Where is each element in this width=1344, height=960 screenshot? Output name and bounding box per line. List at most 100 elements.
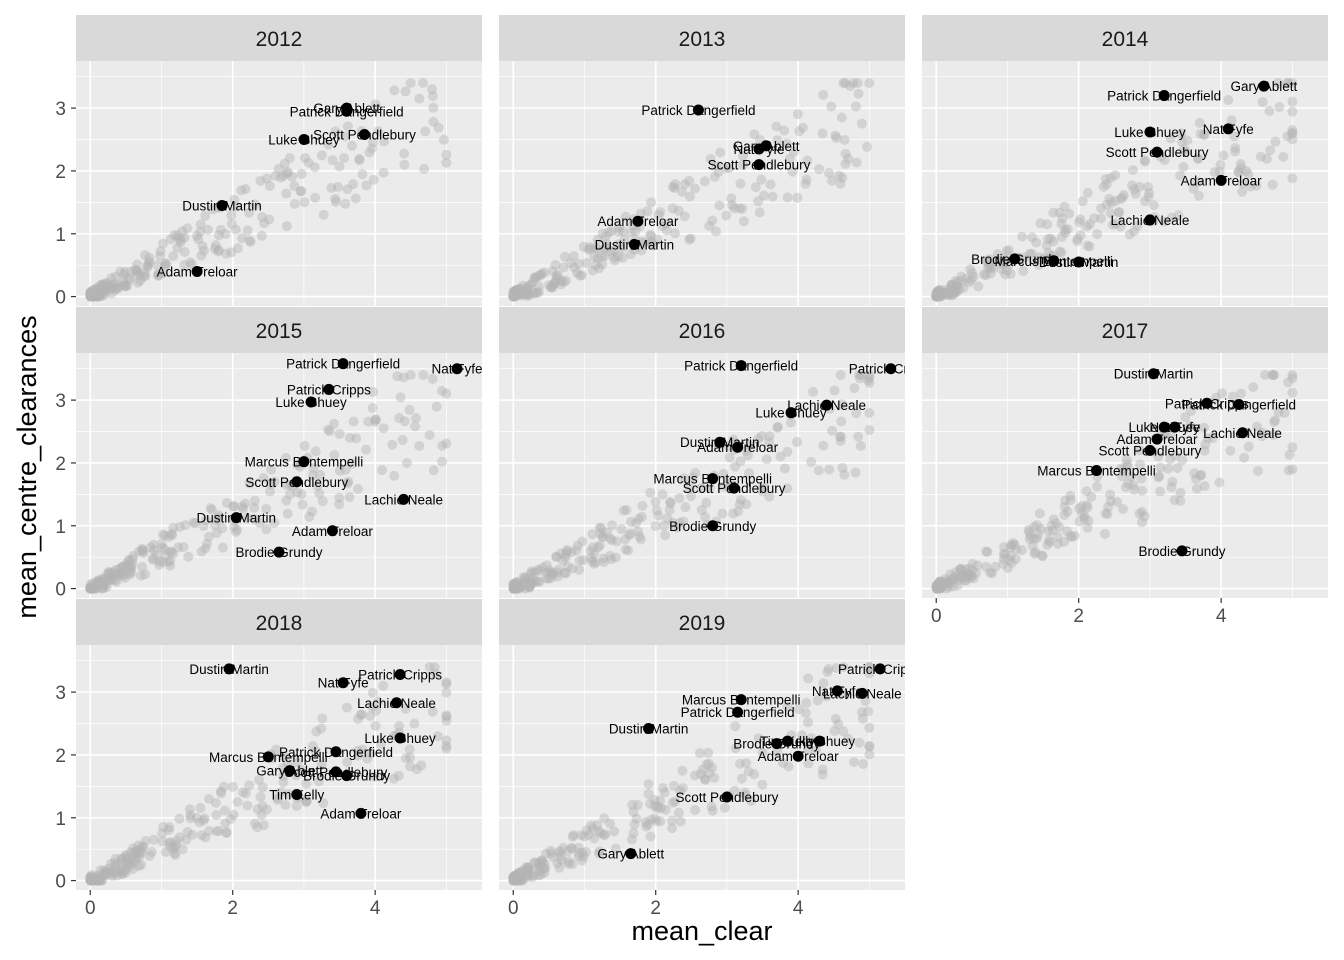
background-point <box>334 428 345 439</box>
background-point <box>211 826 222 837</box>
background-point <box>281 221 292 232</box>
background-point <box>669 182 680 193</box>
highlight-point <box>451 363 463 375</box>
background-point <box>245 237 256 248</box>
background-point <box>366 143 377 154</box>
highlight-point <box>885 363 897 375</box>
background-point <box>1002 563 1013 574</box>
background-point <box>334 465 345 476</box>
background-point <box>689 183 700 194</box>
background-point <box>106 281 117 292</box>
background-point <box>124 555 135 566</box>
background-point <box>420 126 431 137</box>
background-point <box>110 575 121 586</box>
background-point <box>1153 472 1164 483</box>
background-point <box>960 572 971 583</box>
background-point <box>1115 194 1126 205</box>
background-point <box>282 166 293 177</box>
background-point <box>334 492 345 503</box>
x-tick-label: 0 <box>85 898 96 919</box>
background-point <box>508 583 519 594</box>
background-point <box>430 668 441 679</box>
background-point <box>85 873 96 884</box>
background-point <box>966 571 977 582</box>
background-point <box>949 287 960 298</box>
background-point <box>512 875 523 886</box>
background-point <box>441 735 452 746</box>
background-point <box>1226 115 1237 126</box>
background-point <box>613 239 624 250</box>
background-point <box>598 830 609 841</box>
background-point <box>1287 128 1298 139</box>
highlight-point <box>1233 399 1245 411</box>
background-point <box>271 744 282 755</box>
background-point <box>1006 557 1017 568</box>
background-point <box>1196 469 1207 480</box>
background-point <box>535 269 546 280</box>
background-point <box>665 496 676 507</box>
background-point <box>522 864 533 875</box>
background-point <box>530 857 541 868</box>
background-point <box>560 275 571 286</box>
background-point <box>514 289 525 300</box>
background-point <box>808 386 819 397</box>
highlight-point <box>632 215 644 227</box>
background-point <box>758 483 769 494</box>
background-point <box>1086 491 1097 502</box>
background-point <box>605 533 616 544</box>
background-point <box>1054 207 1065 218</box>
background-point <box>931 288 942 299</box>
background-point <box>404 404 415 415</box>
background-point <box>738 150 749 161</box>
background-point <box>704 482 715 493</box>
background-point <box>401 457 412 468</box>
background-point <box>206 504 217 515</box>
background-point <box>586 555 597 566</box>
background-point <box>244 235 255 246</box>
background-point <box>193 234 204 245</box>
background-point <box>229 522 240 533</box>
background-point <box>1074 217 1085 228</box>
background-point <box>544 565 555 576</box>
background-point <box>196 830 207 841</box>
background-point <box>616 243 627 254</box>
background-point <box>606 246 617 257</box>
background-point <box>742 450 753 461</box>
background-point <box>196 546 207 557</box>
background-point <box>706 801 717 812</box>
background-point <box>323 424 334 435</box>
x-tick-label: 2 <box>1073 606 1084 627</box>
background-point <box>112 870 123 881</box>
background-point <box>516 582 527 593</box>
background-point <box>981 561 992 572</box>
background-point <box>669 228 680 239</box>
background-point <box>659 520 670 531</box>
background-point <box>1130 189 1141 200</box>
point-label: Lachie Neale <box>357 696 436 711</box>
y-tick-label: 1 <box>55 225 66 246</box>
background-point <box>835 178 846 189</box>
background-point <box>1175 170 1186 181</box>
background-point <box>153 270 164 281</box>
background-point <box>1096 213 1107 224</box>
background-point <box>107 574 118 585</box>
background-point <box>1279 407 1290 418</box>
point-label: Luke Shuey <box>755 406 827 421</box>
background-point <box>91 291 102 302</box>
background-point <box>176 234 187 245</box>
background-point <box>1134 445 1145 456</box>
background-point <box>1178 161 1189 172</box>
background-point <box>96 279 107 290</box>
background-point <box>1284 449 1295 460</box>
background-point <box>1024 527 1035 538</box>
background-point <box>318 798 329 809</box>
background-point <box>597 228 608 239</box>
background-point <box>813 465 824 476</box>
background-point <box>91 875 102 886</box>
background-point <box>1033 529 1044 540</box>
background-point <box>1240 165 1251 176</box>
background-point <box>529 857 540 868</box>
background-point <box>593 826 604 837</box>
